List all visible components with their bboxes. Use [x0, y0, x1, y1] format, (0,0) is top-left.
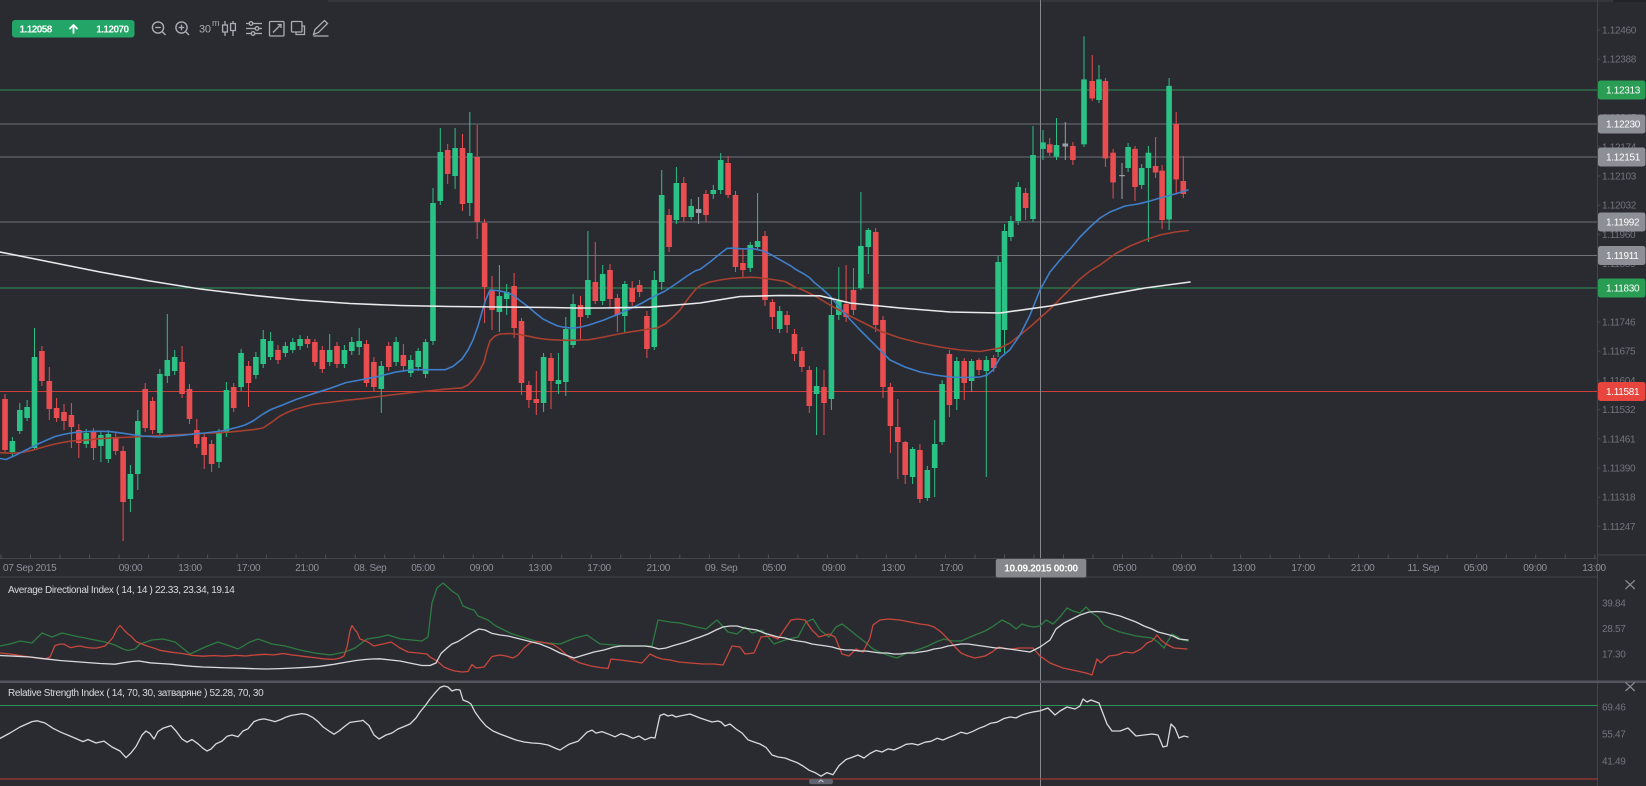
svg-text:05:00: 05:00 — [411, 563, 435, 574]
svg-text:1.11318: 1.11318 — [1602, 493, 1636, 504]
svg-text:1.11461: 1.11461 — [1602, 434, 1636, 445]
svg-text:09:00: 09:00 — [822, 563, 846, 574]
svg-text:1.11390: 1.11390 — [1602, 464, 1636, 475]
svg-text:1.12103: 1.12103 — [1602, 172, 1637, 183]
svg-text:09:00: 09:00 — [119, 563, 143, 574]
svg-text:39.84: 39.84 — [1602, 599, 1626, 610]
svg-text:1.11960: 1.11960 — [1602, 230, 1636, 241]
svg-text:13:00: 13:00 — [178, 563, 202, 574]
svg-text:09. Sep: 09. Sep — [705, 563, 738, 574]
svg-text:1.12058: 1.12058 — [20, 25, 53, 36]
svg-text:Average Directional Index ( 14: Average Directional Index ( 14, 14 ) 22.… — [8, 585, 235, 596]
svg-text:30: 30 — [199, 24, 211, 36]
svg-text:21:00: 21:00 — [295, 563, 319, 574]
svg-text:1.12151: 1.12151 — [1606, 153, 1641, 164]
svg-text:05:00: 05:00 — [1113, 563, 1137, 574]
svg-text:41.49: 41.49 — [1602, 757, 1626, 768]
svg-text:10.09.2015 00:00: 10.09.2015 00:00 — [1004, 564, 1078, 575]
svg-text:05:00: 05:00 — [762, 563, 786, 574]
svg-text:05:00: 05:00 — [1464, 563, 1488, 574]
svg-text:1.12313: 1.12313 — [1606, 86, 1641, 97]
svg-text:21:00: 21:00 — [1351, 563, 1375, 574]
svg-text:1.11247: 1.11247 — [1602, 522, 1636, 533]
svg-text:1.11581: 1.11581 — [1606, 387, 1640, 398]
svg-text:28.57: 28.57 — [1602, 624, 1626, 635]
svg-text:13:00: 13:00 — [528, 563, 552, 574]
svg-text:09:00: 09:00 — [1172, 563, 1196, 574]
svg-text:13:00: 13:00 — [1232, 563, 1256, 574]
svg-text:69.46: 69.46 — [1602, 703, 1626, 714]
svg-text:1.12070: 1.12070 — [96, 25, 129, 36]
svg-text:1.11746: 1.11746 — [1602, 318, 1636, 329]
svg-text:1.11604: 1.11604 — [1602, 376, 1636, 387]
svg-text:07 Sep 2015: 07 Sep 2015 — [3, 563, 57, 574]
svg-text:1.11675: 1.11675 — [1602, 347, 1636, 358]
svg-text:21:00: 21:00 — [647, 563, 671, 574]
svg-text:11. Sep: 11. Sep — [1408, 563, 1440, 574]
svg-text:1.12230: 1.12230 — [1606, 120, 1641, 131]
svg-text:Relative Strength Index ( 14,: Relative Strength Index ( 14, 70, 30, за… — [8, 688, 264, 699]
svg-text:13:00: 13:00 — [1582, 563, 1606, 574]
svg-text:08. Sep: 08. Sep — [354, 563, 387, 574]
svg-text:1.11830: 1.11830 — [1606, 284, 1640, 295]
svg-text:17:00: 17:00 — [1291, 563, 1315, 574]
svg-text:m: m — [212, 18, 219, 28]
svg-text:17.30: 17.30 — [1602, 650, 1626, 661]
svg-text:1.11532: 1.11532 — [1602, 405, 1636, 416]
svg-text:09:00: 09:00 — [1523, 563, 1547, 574]
svg-text:17:00: 17:00 — [237, 563, 261, 574]
svg-text:17:00: 17:00 — [939, 563, 963, 574]
svg-text:13:00: 13:00 — [881, 563, 905, 574]
svg-text:1.11992: 1.11992 — [1606, 218, 1640, 229]
svg-text:1.11911: 1.11911 — [1606, 251, 1639, 262]
svg-text:1.12032: 1.12032 — [1602, 201, 1637, 212]
svg-text:09:00: 09:00 — [470, 563, 494, 574]
svg-text:55.47: 55.47 — [1602, 730, 1626, 741]
svg-text:1.12460: 1.12460 — [1602, 26, 1637, 37]
svg-text:1.12388: 1.12388 — [1602, 55, 1637, 66]
svg-text:17:00: 17:00 — [587, 563, 611, 574]
